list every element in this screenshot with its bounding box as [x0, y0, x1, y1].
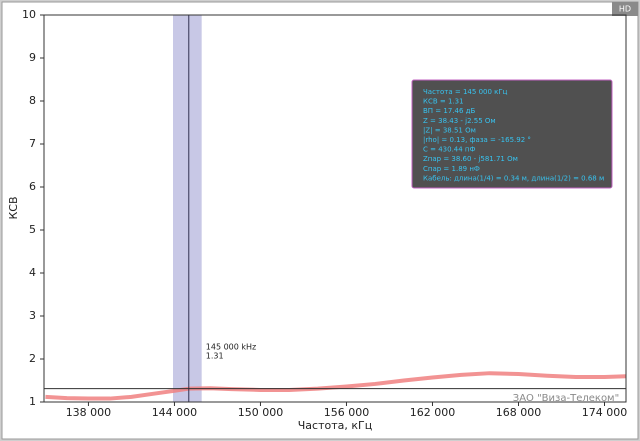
badge: HD [619, 5, 631, 14]
badge-bg [612, 2, 638, 16]
info-line: Cпар = 1.89 нФ [423, 165, 480, 173]
watermark: ЗАО "Виза-Телеком" [513, 393, 619, 404]
y-tick-label: 7 [29, 137, 36, 150]
y-tick-label: 3 [29, 309, 36, 322]
x-tick-label: 174 000 [582, 406, 628, 419]
info-line: Частота = 145 000 кГц [423, 88, 508, 96]
info-line: ВП = 17.46 дБ [423, 107, 475, 115]
info-box [411, 79, 613, 189]
x-tick-label: 144 000 [152, 406, 198, 419]
y-axis-label: КСВ [7, 196, 20, 219]
y-tick-label: 2 [29, 352, 36, 365]
y-tick-label: 6 [29, 180, 36, 193]
marker-label-y: 1.31 [206, 352, 224, 361]
x-tick-label: 168 000 [496, 406, 542, 419]
x-tick-label: 156 000 [324, 406, 370, 419]
x-tick-label: 138 000 [66, 406, 112, 419]
info-line: КСВ = 1.31 [423, 98, 464, 106]
info-line: Zпар = 38.60 - j581.71 Ом [423, 155, 518, 163]
x-axis-label: Частота, кГц [298, 419, 372, 432]
y-tick-label: 10 [22, 8, 36, 21]
marker-label-x: 145 000 kHz [206, 343, 256, 352]
info-line: Z = 38.43 - j2.55 Ом [423, 117, 496, 125]
info-line: |rho| = 0.13, фаза = -165.92 ° [423, 136, 531, 144]
plot-frame [43, 14, 627, 403]
x-tick-label: 162 000 [410, 406, 456, 419]
y-tick-label: 1 [29, 395, 36, 408]
x-tick-label: 150 000 [238, 406, 284, 419]
y-tick-label: 9 [29, 51, 36, 64]
info-line: |Z| = 38.51 Ом [423, 126, 476, 134]
y-tick-label: 5 [29, 223, 36, 236]
info-line: C = 430.44 пФ [423, 146, 476, 154]
series-line [45, 371, 627, 401]
marker-band [173, 15, 202, 402]
y-tick-label: 4 [29, 266, 36, 279]
y-tick-label: 8 [29, 94, 36, 107]
info-line: Кабель: длина(1/4) = 0.34 м, длина(1/2) … [423, 174, 604, 182]
